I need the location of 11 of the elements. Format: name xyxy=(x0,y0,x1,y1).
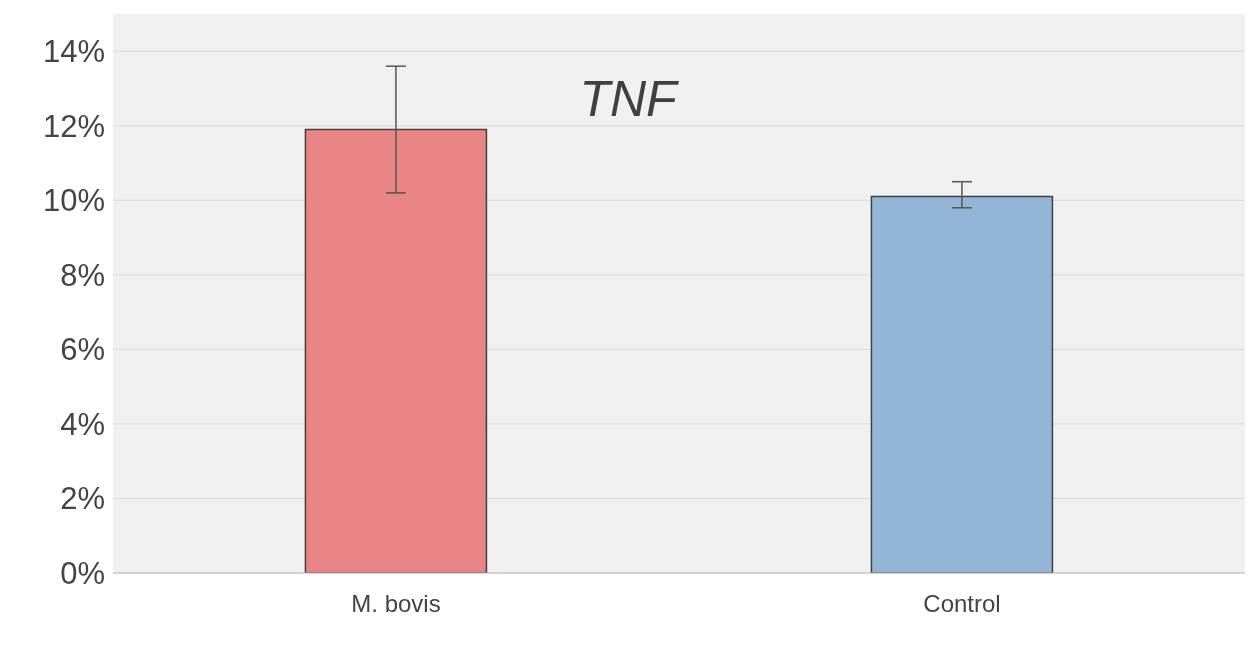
x-tick-label: Control xyxy=(923,590,1001,618)
y-tick-label: 8% xyxy=(60,257,105,293)
y-tick-label: 12% xyxy=(42,108,105,144)
y-tick-label: 2% xyxy=(60,481,105,517)
x-tick-label: M. bovis xyxy=(351,590,441,618)
text: TNF xyxy=(579,70,677,128)
y-tick-label: 14% xyxy=(42,34,105,70)
y-tick-label: 6% xyxy=(60,332,105,368)
y-tick-label: 0% xyxy=(60,556,105,592)
y-tick-label: 4% xyxy=(60,406,105,442)
y-tick-label: 10% xyxy=(42,183,105,219)
